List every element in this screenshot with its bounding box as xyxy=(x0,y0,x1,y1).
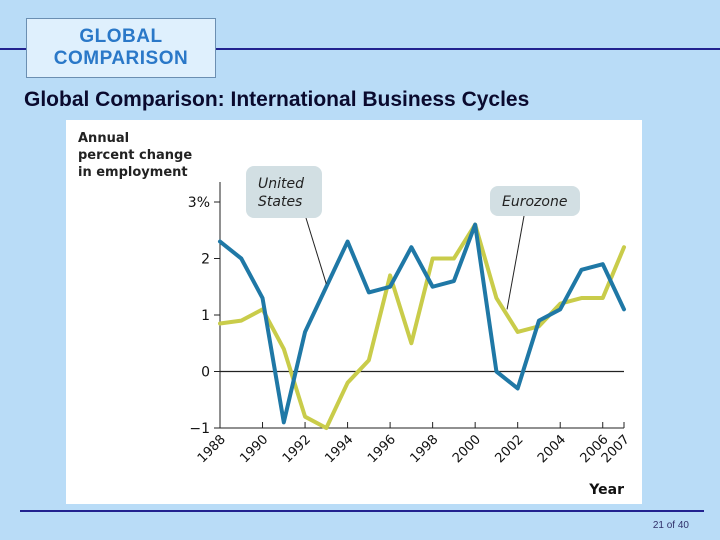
footer-rule xyxy=(20,510,704,512)
y-axis-label-line: percent change xyxy=(78,148,192,163)
y-tick-label: 0 xyxy=(201,365,210,381)
series-label-united-states: United xyxy=(258,176,304,192)
y-tick-label: −1 xyxy=(189,421,210,437)
x-tick-label: 2004 xyxy=(535,432,569,466)
callout-leader-eurozone xyxy=(506,215,525,310)
x-tick-label: 2000 xyxy=(450,432,484,466)
badge-line-2: COMPARISON xyxy=(53,48,189,69)
x-tick-label: 1994 xyxy=(322,432,356,466)
series-label-united-states: States xyxy=(258,194,302,210)
x-tick-label: 1998 xyxy=(407,432,441,466)
x-tick-label: 2002 xyxy=(493,432,527,466)
section-badge: GLOBAL COMPARISON xyxy=(26,18,216,78)
y-tick-label: 2 xyxy=(201,252,210,268)
y-axis-label-line: Annual xyxy=(78,131,129,146)
x-tick-label: 1992 xyxy=(280,432,314,466)
y-tick-label: 3% xyxy=(188,195,210,211)
slide-title: Global Comparison: International Busines… xyxy=(24,88,530,111)
y-tick-label: 1 xyxy=(201,308,210,324)
employment-line-chart: Annual percent change in employment −1 0 1 2 3%… xyxy=(78,131,633,498)
callout-box-united-states xyxy=(246,166,322,218)
series-line-united-states xyxy=(218,222,626,425)
header-rule-right xyxy=(216,48,720,50)
x-tick-label: 1996 xyxy=(365,432,399,466)
x-tick-label: 1988 xyxy=(195,432,229,466)
series-label-eurozone: Eurozone xyxy=(502,194,567,210)
y-axis-label-line: in employment xyxy=(78,165,188,180)
x-axis-label: Year xyxy=(588,482,624,498)
badge-line-1: GLOBAL xyxy=(79,26,163,47)
header-rule-left xyxy=(0,48,26,50)
page-number: 21 of 40 xyxy=(652,520,689,531)
x-tick-label: 1990 xyxy=(237,432,271,466)
chart-panel: Annual percent change in employment −1 0 1 2 3%… xyxy=(66,120,642,504)
series-line-eurozone xyxy=(218,222,626,430)
callout-leader-united-states xyxy=(305,217,327,285)
callout-box-eurozone xyxy=(490,186,580,216)
